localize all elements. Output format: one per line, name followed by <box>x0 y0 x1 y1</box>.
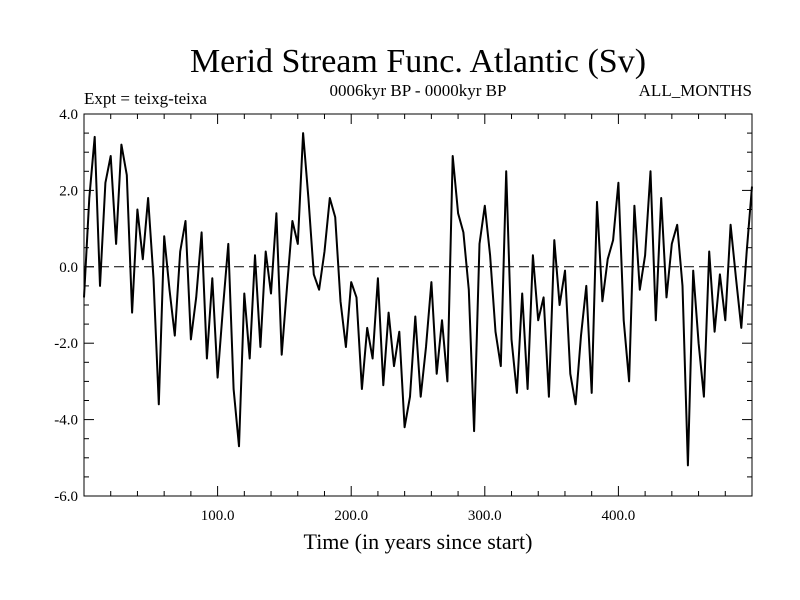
series-line <box>83 132 753 467</box>
plot-frame <box>83 113 753 497</box>
x-tick-label: 100.0 <box>201 508 235 524</box>
chart-title: Merid Stream Func. Atlantic (Sv) <box>190 43 646 80</box>
experiment-label: Expt = teixg-teixa <box>84 89 207 108</box>
y-tick-label: 0.0 <box>59 260 78 276</box>
x-tick-label: 400.0 <box>602 508 636 524</box>
x-tick-label: 200.0 <box>334 508 368 524</box>
period-label: 0006kyr BP - 0000kyr BP <box>330 81 507 100</box>
y-tick-label: -6.0 <box>54 489 78 505</box>
tick-labels-layer: 100.0 200.0 300.0 400.0 4.0 2.0 0.0 -2.0 -4.0 -6.… <box>54 107 635 524</box>
x-axis-label: Time (in years since start) <box>304 529 533 554</box>
y-tick-label: 4.0 <box>59 107 78 123</box>
y-tick-label: -4.0 <box>54 413 78 429</box>
x-tick-label: 300.0 <box>468 508 502 524</box>
y-tick-label: 2.0 <box>59 183 78 199</box>
y-tick-label: -2.0 <box>54 336 78 352</box>
months-label: ALL_MONTHS <box>639 81 752 100</box>
ticks-layer <box>84 114 752 496</box>
